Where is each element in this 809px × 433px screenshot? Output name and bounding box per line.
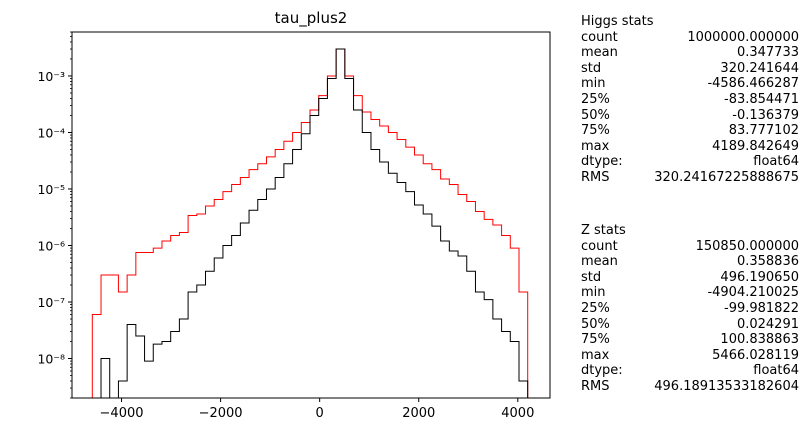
black-series-step [100, 48, 529, 398]
z-stat-label: RMS [581, 378, 610, 394]
x-tick-label: −2000 [199, 406, 243, 421]
z-stat-row: mean 0.358836 [581, 254, 799, 270]
z-stat-row: 50% 0.024291 [581, 317, 799, 333]
x-tick-label: 2000 [402, 406, 435, 421]
z-stat-value: 0.358836 [736, 254, 799, 270]
z-stat-value: 496.18913533182604 [654, 378, 799, 394]
higgs-stat-label: RMS [581, 169, 610, 185]
higgs-stat-label: max [581, 138, 610, 154]
higgs-stat-label: dtype: [581, 154, 623, 170]
z-stat-label: 25% [581, 300, 610, 316]
higgs-stat-value: 83.777102 [728, 123, 799, 139]
z-stat-label: mean [581, 254, 618, 270]
higgs-stat-value: -83.854471 [724, 91, 799, 107]
higgs-stat-row: max 4189.842649 [581, 139, 799, 155]
higgs-stat-row: 25% -83.854471 [581, 92, 799, 108]
higgs-stat-label: std [581, 60, 602, 76]
higgs-stats-title: Higgs stats [581, 14, 654, 29]
higgs-stat-row: mean 0.347733 [581, 45, 799, 61]
y-tick-label: 10⁻³ [37, 69, 65, 84]
series-layer [91, 48, 529, 398]
higgs-stat-label: min [581, 76, 606, 92]
z-stat-row: RMS 496.18913533182604 [581, 379, 799, 395]
z-stat-row: dtype: float64 [581, 363, 799, 379]
higgs-stat-label: 25% [581, 91, 610, 107]
y-tick-label: 10⁻⁶ [37, 238, 65, 253]
z-stat-row: min -4904.210025 [581, 285, 799, 301]
z-stat-row: 25% -99.981822 [581, 301, 799, 317]
z-stat-row: 75% 100.838863 [581, 332, 799, 348]
x-tick-label: 0 [316, 406, 324, 421]
higgs-stat-label: 50% [581, 107, 610, 123]
y-axis: 10⁻⁸ 10⁻⁷ 10⁻⁶ 10⁻⁵ 10⁻⁴ 10⁻³ [37, 31, 72, 399]
z-stat-label: std [581, 269, 602, 285]
z-stat-value: 0.024291 [736, 316, 799, 332]
z-stats-rows: count 150850.000000 mean 0.358836 std 496.190… [581, 239, 799, 395]
higgs-stat-value: float64 [753, 154, 799, 170]
z-stats-panel: Z stats count 150850.000000 mean 0.358836 st… [581, 223, 799, 395]
chart-title: tau_plus2 [275, 9, 348, 28]
higgs-stat-value: 4189.842649 [712, 138, 799, 154]
z-stats-title: Z stats [581, 223, 626, 238]
higgs-stat-label: count [581, 29, 618, 45]
x-tick-label: −4000 [100, 406, 144, 421]
higgs-stat-value: 320.241644 [720, 60, 799, 76]
y-tick-label: 10⁻⁵ [37, 182, 65, 197]
higgs-stat-row: count 1000000.000000 [581, 30, 799, 46]
z-stat-value: -99.981822 [724, 300, 799, 316]
z-stat-value: 100.838863 [720, 332, 799, 348]
higgs-stat-value: -0.136379 [732, 107, 799, 123]
plot-frame [71, 31, 551, 399]
x-tick-label: 4000 [501, 406, 534, 421]
higgs-stat-row: dtype: float64 [581, 154, 799, 170]
higgs-stat-row: 75% 83.777102 [581, 123, 799, 139]
z-stat-label: 50% [581, 316, 610, 332]
z-stat-label: count [581, 238, 618, 254]
higgs-stat-value: 0.347733 [736, 45, 799, 61]
y-tick-label: 10⁻⁴ [37, 125, 65, 140]
higgs-stats-panel: Higgs stats count 1000000.000000 mean 0.347… [581, 14, 799, 186]
z-stat-value: 5466.028119 [712, 347, 799, 363]
higgs-stats-rows: count 1000000.000000 mean 0.347733 std 320.24… [581, 30, 799, 186]
higgs-stat-row: min -4586.466287 [581, 76, 799, 92]
z-stat-value: 496.190650 [720, 269, 799, 285]
higgs-stat-label: mean [581, 45, 618, 61]
y-tick-label: 10⁻⁷ [37, 295, 65, 310]
red-series-step [91, 48, 529, 398]
z-stat-label: min [581, 285, 606, 301]
z-stat-row: count 150850.000000 [581, 239, 799, 255]
higgs-stat-value: -4586.466287 [707, 76, 799, 92]
higgs-stat-row: RMS 320.24167225888675 [581, 170, 799, 186]
z-stat-row: max 5466.028119 [581, 348, 799, 364]
y-tick-label: 10⁻⁸ [37, 352, 65, 367]
z-stat-row: std 496.190650 [581, 270, 799, 286]
z-stat-value: 150850.000000 [695, 238, 799, 254]
z-stat-label: 75% [581, 332, 610, 348]
higgs-stat-row: std 320.241644 [581, 61, 799, 77]
higgs-stat-value: 1000000.000000 [687, 29, 799, 45]
higgs-stat-value: 320.24167225888675 [654, 169, 799, 185]
z-stat-label: max [581, 347, 610, 363]
z-stat-value: float64 [753, 363, 799, 379]
z-stat-label: dtype: [581, 363, 623, 379]
x-axis: −4000 −2000 0 2000 4000 [100, 398, 534, 421]
z-stat-value: -4904.210025 [707, 285, 799, 301]
higgs-stat-row: 50% -0.136379 [581, 108, 799, 124]
higgs-stat-label: 75% [581, 123, 610, 139]
